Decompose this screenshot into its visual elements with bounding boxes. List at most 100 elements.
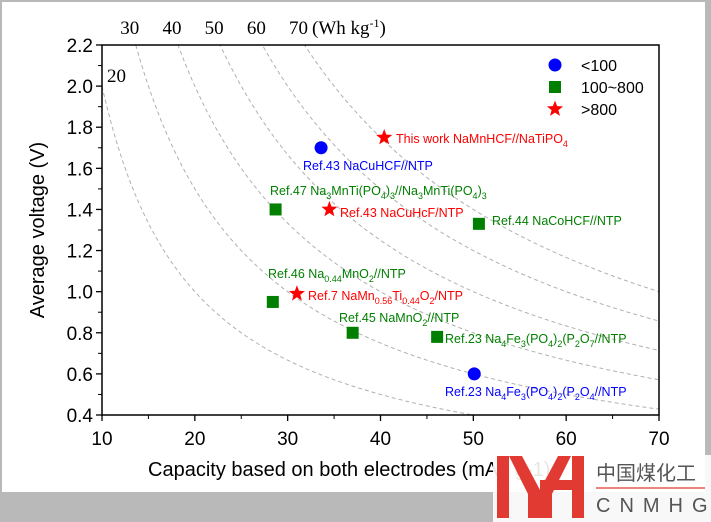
point-label: Ref.46 Na0.44MnO2//NTP (268, 267, 406, 284)
label-text: Ref.23 Na (445, 385, 501, 399)
label-subscript: 4 (381, 191, 386, 201)
x-tick-label: 70 (648, 429, 669, 450)
contour-label-70: 70 (289, 18, 308, 39)
square-marker (431, 330, 444, 343)
legend-square-icon (549, 81, 561, 93)
label-subscript: 3 (521, 392, 526, 402)
x-tick-label: 60 (556, 429, 577, 450)
legend: <100 100~800 >800 (546, 58, 644, 119)
label-subscript: 3 (521, 339, 526, 349)
y-axis-title: Average voltage (V) (27, 142, 49, 318)
label-subscript: 0.56 (375, 296, 393, 306)
label-text: Ref.7 NaMn (308, 289, 375, 303)
square-marker (346, 326, 359, 339)
data-point: Ref.23 Na4Fe3(PO4)2(P2O7//NTP (431, 330, 627, 349)
energy-contour-30 (135, 45, 659, 410)
label-subscript: 4 (548, 339, 553, 349)
data-points: Ref.43 NaCuHCF//NTP This work NaMnHCF//Na… (266, 129, 627, 402)
label-text: Fe (506, 332, 521, 346)
x-tick-label: 10 (91, 429, 112, 450)
label-subscript: 2 (575, 392, 580, 402)
label-subscript: 2 (557, 392, 562, 402)
label-subscript: 3 (418, 191, 423, 201)
label-text: (PO (526, 332, 549, 346)
label-text: (P (562, 385, 575, 399)
label-subscript: 2 (429, 296, 434, 306)
label-text: MnO (342, 267, 369, 281)
label-subscript: 0.44 (324, 274, 342, 284)
data-point: Ref.43 NaCuHcF/NTP (321, 200, 464, 220)
square-marker (266, 295, 279, 308)
label-subscript: 4 (590, 392, 595, 402)
data-point: Ref.23 Na4Fe3(PO4)2(P2O4//NTP (445, 367, 627, 402)
label-subscript: 0.44 (402, 296, 420, 306)
label-subscript: 4 (563, 139, 568, 149)
label-text: ) (478, 184, 482, 198)
label-subscript: 4 (501, 339, 506, 349)
y-tick-label: 1.4 (67, 200, 94, 221)
label-text: //NTP (595, 385, 627, 399)
label-text: This work NaMnHCF//NaTiPO (396, 132, 563, 146)
label-text: Ref.43 NaCuHcF/NTP (340, 206, 464, 220)
contour-label-40: 40 (162, 18, 181, 39)
label-text: Ref.44 NaCoHCF//NTP (492, 214, 622, 228)
label-text: Ref.43 NaCuHCF//NTP (303, 159, 433, 173)
point-label: Ref.7 NaMn0.56Ti0.44O2/NTP (308, 289, 463, 306)
y-tick-label: 1.8 (67, 118, 93, 139)
watermark-cn: 中国煤化工 (596, 462, 696, 485)
y-tick-label: 2.2 (67, 36, 93, 57)
data-point: Ref.47 Na3MnTi(PO4)3//Na3MnTi(PO4)3 (269, 184, 487, 216)
point-label: Ref.23 Na4Fe3(PO4)2(P2O7//NTP (445, 332, 627, 349)
y-tick-label: 0.8 (67, 324, 93, 345)
data-point: This work NaMnHCF//NaTiPO4 (376, 129, 568, 149)
y-tick-label: 1.2 (67, 242, 93, 263)
label-text: ) (553, 332, 557, 346)
contour-label-20: 20 (107, 66, 126, 87)
axes: 10 20 30 40 50 60 70 0.4 0.6 0.8 1.0 1.2 1.4 1.6 1.8 2.… (67, 36, 670, 450)
label-text: ) (553, 385, 557, 399)
label-subscript: 2 (422, 318, 427, 328)
x-tick-label: 30 (277, 429, 298, 450)
data-point: Ref.45 NaMnO2//NTP (339, 311, 459, 339)
data-point: Ref.43 NaCuHCF//NTP (303, 141, 433, 173)
x-tick-label: 50 (463, 429, 484, 450)
legend-circle-icon (548, 58, 562, 72)
contour-unit-superscript: -1 (370, 16, 380, 30)
point-label: Ref.43 NaCuHCF//NTP (303, 159, 433, 173)
x-tick-label: 40 (370, 429, 391, 450)
label-text: (P (562, 332, 575, 346)
label-subscript: 4 (473, 191, 478, 201)
energy-contour-40 (177, 45, 659, 381)
label-subscript: 4 (501, 392, 506, 402)
label-subscript: 2 (557, 339, 562, 349)
point-label: Ref.47 Na3MnTi(PO4)3//Na3MnTi(PO4)3 (270, 184, 487, 201)
circle-marker (467, 367, 481, 381)
x-axis-title: Capacity based on both electrodes (mAh g… (148, 459, 550, 481)
y-tick-label: 0.6 (67, 365, 93, 386)
label-subscript: 3 (390, 191, 395, 201)
point-label: This work NaMnHCF//NaTiPO4 (396, 132, 568, 149)
legend-label: >800 (581, 102, 617, 119)
label-subscript: 3 (482, 191, 487, 201)
contour-label-30: 30 (120, 18, 139, 39)
label-text: MnTi(PO (331, 184, 381, 198)
legend-label: 100~800 (581, 80, 644, 97)
energy-contour-50 (219, 45, 659, 351)
label-text: Fe (506, 385, 521, 399)
contour-label-60: 60 (247, 18, 266, 39)
square-marker (472, 217, 485, 230)
circle-marker (314, 141, 328, 155)
watermark-logo: 中国煤化工 CNMHG (493, 455, 711, 522)
data-point: Ref.44 NaCoHCF//NTP (472, 214, 622, 230)
label-text: ) (386, 184, 390, 198)
y-tick-label: 0.4 (67, 406, 94, 427)
watermark-en: CNMHG (596, 495, 711, 517)
point-label: Ref.44 NaCoHCF//NTP (492, 214, 622, 228)
label-text: Ref.47 Na (270, 184, 326, 198)
label-subscript: 4 (548, 392, 553, 402)
contour-unit-prefix: (Wh kg (312, 18, 370, 39)
label-text: /NTP (434, 289, 462, 303)
contour-unit-label: (Wh kg-1) (312, 16, 386, 39)
label-text: MnTi(PO (423, 184, 473, 198)
